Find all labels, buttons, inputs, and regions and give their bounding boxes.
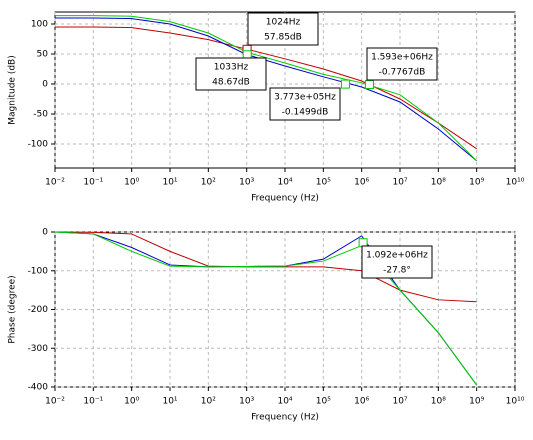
- y-axis-label: Phase (degree): [8, 275, 18, 343]
- x-tick-label: 10⁸: [431, 178, 446, 188]
- datatip-marker: [364, 79, 374, 89]
- datatip-box: [366, 47, 438, 81]
- datatip-text: 3.773e+05Hz: [274, 93, 336, 103]
- x-tick-label: 10⁵: [316, 397, 331, 407]
- y-tick-label: -200: [28, 305, 49, 315]
- x-tick-label: 10⁷: [392, 397, 407, 407]
- line: [54, 231, 478, 386]
- x-tick-label: 10¹: [162, 178, 177, 188]
- datatip-text: -0.7767dB: [379, 68, 426, 78]
- datatip-text: 1.593e+06Hz: [371, 53, 433, 63]
- x-tick-label: 10⁻²: [45, 397, 65, 407]
- x-tick-label: 10¹⁰: [506, 178, 525, 188]
- datatip-text: 48.67dB: [212, 78, 250, 88]
- datatip-box: [361, 245, 433, 279]
- y-tick-label: -50: [33, 110, 48, 120]
- x-axis-label: Frequency (Hz): [251, 413, 319, 423]
- datatip-text: 1024Hz: [266, 18, 301, 28]
- x-tick-label: 10²: [201, 178, 216, 188]
- y-axis-label: Magnitude (dB): [8, 55, 18, 124]
- x-tick-label: 10⁻¹: [83, 397, 103, 407]
- y-tick-label: -300: [28, 344, 49, 354]
- x-tick-label: 10⁵: [316, 178, 331, 188]
- y-tick-label: 0: [42, 80, 48, 90]
- x-tick-label: 10⁻²: [45, 178, 65, 188]
- x-tick-label: 10³: [239, 397, 254, 407]
- x-tick-label: 10⁷: [392, 178, 407, 188]
- x-tick-label: 10⁶: [354, 397, 369, 407]
- y-tick-label: -400: [28, 383, 49, 393]
- x-tick-label: 10⁹: [469, 397, 484, 407]
- x-tick-label: 10³: [239, 178, 254, 188]
- x-tick-label: 10⁰: [124, 397, 139, 407]
- x-tick-label: 10⁹: [469, 178, 484, 188]
- datatip-box: [269, 87, 341, 121]
- x-tick-label: 10⁴: [277, 397, 292, 407]
- x-tick-label: 10⁻¹: [83, 178, 103, 188]
- x-tick-label: 10⁰: [124, 178, 139, 188]
- x-tick-label: 10¹: [162, 397, 177, 407]
- datatip-text: -27.8°: [383, 266, 411, 276]
- y-tick-label: -100: [28, 140, 49, 150]
- x-tick-label: 10¹⁰: [506, 397, 525, 407]
- datatip-text: 1033Hz: [214, 63, 249, 73]
- x-tick-label: 10⁸: [431, 397, 446, 407]
- datatip-box: [247, 12, 319, 46]
- y-tick-label: 0: [42, 228, 48, 238]
- line: [54, 231, 477, 303]
- line: [55, 26, 477, 150]
- datatip-text: 57.85dB: [264, 33, 302, 43]
- x-tick-label: 10²: [201, 397, 216, 407]
- x-tick-label: 10⁶: [354, 178, 369, 188]
- y-tick-label: 100: [31, 20, 48, 30]
- datatip-box: [195, 57, 267, 91]
- datatip-text: -0.1499dB: [282, 108, 329, 118]
- y-tick-label: -100: [28, 266, 49, 276]
- datatip-marker: [340, 79, 350, 89]
- x-axis-label: Frequency (Hz): [251, 194, 319, 204]
- datatip-text: 1.092e+06Hz: [366, 251, 428, 261]
- y-tick-label: 50: [37, 50, 49, 60]
- x-tick-label: 10⁴: [277, 178, 292, 188]
